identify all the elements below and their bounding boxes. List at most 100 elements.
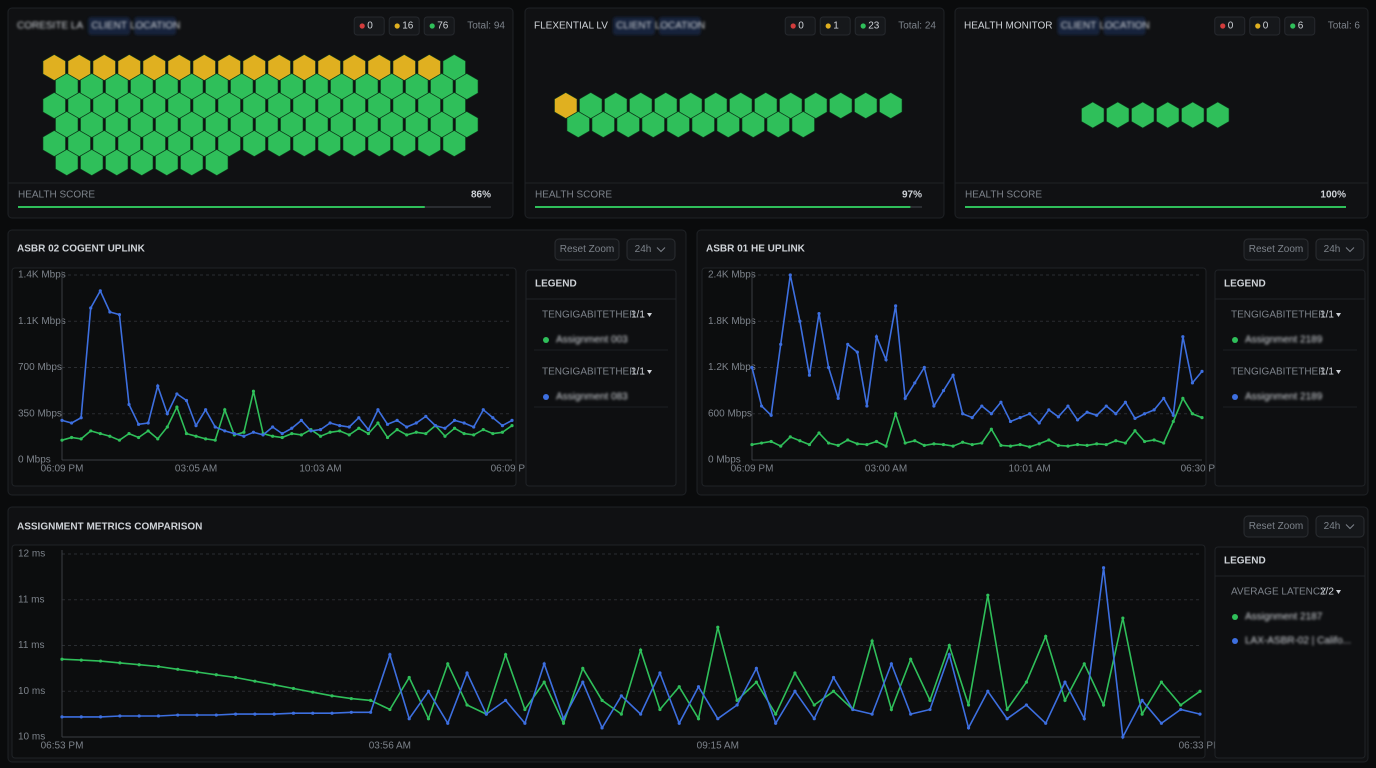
y-tick-label: 600 Mbps (708, 408, 752, 419)
legend-group-count[interactable]: 1/1 (631, 310, 645, 321)
tag: LOCATION (655, 21, 705, 32)
button[interactable] (554, 238, 620, 261)
data-point (1152, 438, 1156, 442)
button-label[interactable]: 24h (635, 244, 652, 255)
hex-node (242, 54, 266, 81)
data-point (69, 421, 74, 425)
data-point (1171, 413, 1175, 417)
data-point (407, 717, 411, 721)
status-pill (819, 16, 851, 36)
legend-group[interactable]: AVERAGE LATENCY (1231, 587, 1327, 598)
chart-title: ASBR 01 HE UPLINK (706, 244, 806, 255)
hex-node (192, 130, 216, 157)
button[interactable] (626, 238, 676, 261)
hex-node (342, 92, 366, 119)
data-point (989, 412, 993, 416)
data-point (433, 424, 438, 428)
data-point (1044, 721, 1048, 725)
legend-group[interactable]: TENGIGABITETHER... (1231, 310, 1334, 321)
x-tick-label: 03:56 AM (369, 741, 411, 752)
data-point (1018, 416, 1022, 420)
data-point (909, 657, 913, 661)
hex-node (130, 149, 154, 176)
hex-node (117, 54, 141, 81)
legend-group-count[interactable]: 1/1 (1320, 310, 1334, 321)
data-point (481, 428, 485, 432)
data-point (941, 389, 946, 393)
legend-group[interactable]: TENGIGABITETHER... (1231, 367, 1334, 378)
data-point (894, 304, 898, 308)
button[interactable] (1315, 515, 1365, 538)
data-point (909, 712, 913, 716)
button-label[interactable]: 24h (1324, 244, 1341, 255)
legend-swatch[interactable] (1232, 614, 1238, 620)
data-point (60, 715, 64, 719)
data-point (1181, 396, 1185, 400)
hex-node (392, 54, 416, 81)
legend-item[interactable]: Assignment 2189 (1245, 335, 1323, 346)
data-point (986, 689, 990, 693)
button[interactable] (1243, 238, 1309, 261)
button-label[interactable]: Reset Zoom (560, 244, 614, 255)
plot-area (11, 267, 517, 487)
x-tick-label: 06:09 PM (491, 464, 534, 475)
series-line (751, 274, 1203, 425)
data-point (961, 412, 965, 416)
legend-item[interactable]: LAX-ASBR-02 | Califo... (1245, 636, 1351, 647)
data-point (369, 710, 373, 714)
data-point (214, 673, 218, 677)
legend-item[interactable]: Assignment 003 (556, 335, 628, 346)
legend-group[interactable]: TENGIGABITETHER... (542, 310, 645, 321)
data-point (388, 653, 392, 657)
legend-item[interactable]: Assignment 083 (556, 392, 628, 403)
data-point (299, 418, 303, 422)
data-point (385, 422, 390, 426)
data-point (69, 435, 74, 440)
x-tick-label: 06:09 PM (731, 464, 774, 475)
data-point (500, 430, 505, 434)
legend-swatch[interactable] (1232, 337, 1238, 343)
data-point (376, 408, 380, 412)
legend-swatch[interactable] (1232, 394, 1238, 400)
data-point (846, 438, 850, 442)
legend-box (525, 269, 677, 487)
legend-group-count[interactable]: 2/2 (1320, 587, 1334, 598)
legend-swatch[interactable] (543, 394, 549, 400)
legend-group-count[interactable]: 1/1 (1320, 367, 1334, 378)
legend-swatch[interactable] (543, 337, 549, 343)
hex-node (142, 92, 166, 119)
data-point (1085, 410, 1089, 414)
hex-node (267, 92, 291, 119)
score-value: 100% (1320, 190, 1346, 201)
legend-group[interactable]: TENGIGABITETHER... (542, 367, 645, 378)
status-dot (394, 23, 400, 29)
legend-swatch[interactable] (1232, 638, 1238, 644)
hex-node (330, 73, 354, 100)
score-bar (965, 206, 1346, 208)
button-label[interactable]: 24h (1324, 521, 1341, 532)
legend-item[interactable]: Assignment 2189 (1245, 392, 1323, 403)
tag: LOCATION (1099, 21, 1149, 32)
data-point (1171, 419, 1175, 424)
data-point (817, 311, 821, 316)
button[interactable] (1243, 515, 1309, 538)
data-point (165, 412, 169, 416)
data-point (311, 690, 315, 694)
data-point (1162, 441, 1166, 445)
data-point (1142, 439, 1147, 444)
data-point (874, 439, 879, 444)
data-point (735, 703, 739, 707)
button[interactable] (1315, 238, 1365, 261)
data-point (242, 430, 246, 434)
data-point (986, 593, 990, 597)
hex-node (591, 111, 615, 138)
legend-group-count[interactable]: 1/1 (631, 367, 645, 378)
data-point (754, 666, 758, 670)
data-point (424, 431, 428, 436)
legend-item[interactable]: Assignment 2187 (1245, 612, 1323, 623)
data-point (366, 428, 370, 432)
data-point (928, 698, 932, 703)
button-label[interactable]: Reset Zoom (1249, 244, 1303, 255)
button-label[interactable]: Reset Zoom (1249, 521, 1303, 532)
data-point (788, 435, 792, 439)
